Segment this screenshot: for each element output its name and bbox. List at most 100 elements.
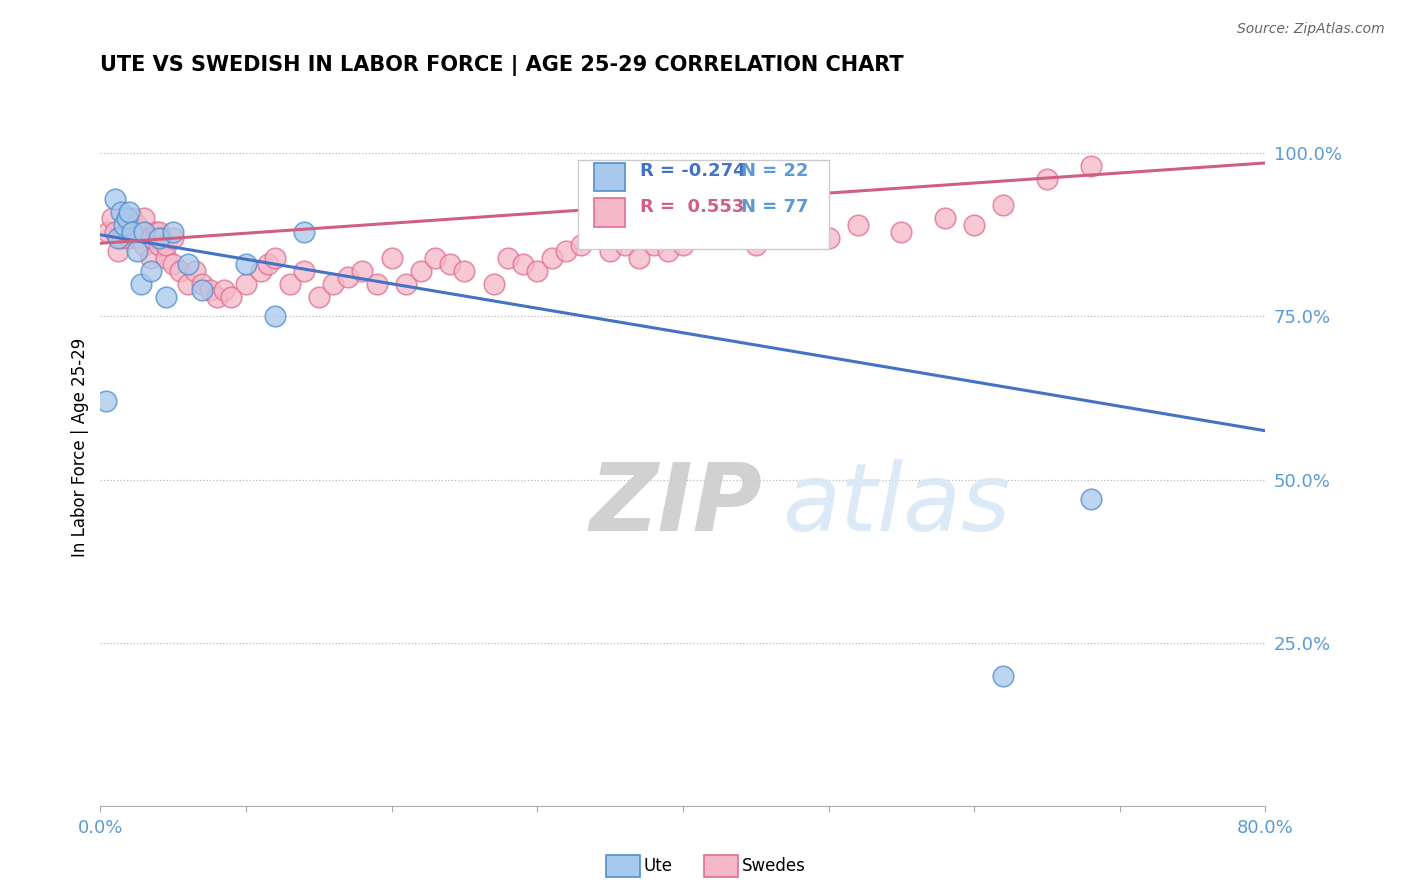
Point xyxy=(101,211,124,226)
Point xyxy=(148,231,170,245)
Point xyxy=(97,225,120,239)
Point xyxy=(1080,159,1102,173)
Point xyxy=(512,257,534,271)
Point xyxy=(759,225,782,239)
Point xyxy=(184,263,207,277)
Point xyxy=(132,237,155,252)
Point xyxy=(730,231,752,245)
Point xyxy=(191,283,214,297)
Point xyxy=(150,231,173,245)
Point xyxy=(155,237,177,252)
Point xyxy=(599,244,621,259)
Point xyxy=(292,263,315,277)
Point xyxy=(118,205,141,219)
Point xyxy=(104,225,127,239)
Point xyxy=(148,225,170,239)
Point xyxy=(555,244,578,259)
Point xyxy=(613,237,636,252)
Y-axis label: In Labor Force | Age 25-29: In Labor Force | Age 25-29 xyxy=(72,337,89,557)
Point xyxy=(540,251,562,265)
Point xyxy=(129,277,152,291)
FancyBboxPatch shape xyxy=(595,198,624,227)
Point xyxy=(773,231,796,245)
Point xyxy=(107,244,129,259)
Point xyxy=(205,290,228,304)
Point xyxy=(132,225,155,239)
Point xyxy=(125,231,148,245)
Text: Ute: Ute xyxy=(644,857,673,875)
Point xyxy=(425,251,447,265)
Point xyxy=(104,192,127,206)
Point xyxy=(322,277,344,291)
Text: R = -0.274: R = -0.274 xyxy=(640,162,745,180)
Point xyxy=(235,277,257,291)
Point xyxy=(96,394,118,409)
Point xyxy=(789,225,811,239)
Point xyxy=(643,237,665,252)
Point xyxy=(118,231,141,245)
Point xyxy=(162,231,184,245)
Point xyxy=(198,283,221,297)
Text: N = 22: N = 22 xyxy=(741,162,808,180)
Point xyxy=(744,237,766,252)
Text: R =  0.553: R = 0.553 xyxy=(640,198,744,216)
Point xyxy=(278,277,301,291)
Point xyxy=(235,257,257,271)
Point xyxy=(141,231,163,245)
Point xyxy=(132,211,155,226)
Point xyxy=(148,237,170,252)
Text: Swedes: Swedes xyxy=(742,857,806,875)
Text: UTE VS SWEDISH IN LABOR FORCE | AGE 25-29 CORRELATION CHART: UTE VS SWEDISH IN LABOR FORCE | AGE 25-2… xyxy=(100,55,904,76)
Point xyxy=(336,270,359,285)
Point xyxy=(121,211,143,226)
Point xyxy=(934,211,956,226)
Point xyxy=(585,231,607,245)
Point xyxy=(352,263,374,277)
Point xyxy=(628,251,651,265)
Text: atlas: atlas xyxy=(782,459,1010,550)
Point xyxy=(395,277,418,291)
Point xyxy=(817,231,839,245)
Point xyxy=(526,263,548,277)
Point xyxy=(700,225,723,239)
Point xyxy=(221,290,243,304)
Point xyxy=(381,251,404,265)
Point xyxy=(264,251,287,265)
Point xyxy=(162,225,184,239)
Point xyxy=(107,231,129,245)
Point xyxy=(453,263,475,277)
Point xyxy=(569,237,592,252)
Point xyxy=(672,237,695,252)
Point xyxy=(409,263,432,277)
Point xyxy=(125,244,148,259)
Point xyxy=(155,290,177,304)
Point xyxy=(155,251,177,265)
Point xyxy=(657,244,679,259)
Point xyxy=(191,277,214,291)
Point xyxy=(264,310,287,324)
Point xyxy=(963,218,986,232)
Point xyxy=(249,263,271,277)
Point xyxy=(482,277,505,291)
Point xyxy=(177,257,200,271)
Point xyxy=(111,231,134,245)
Point xyxy=(308,290,330,304)
Point xyxy=(132,225,155,239)
Point xyxy=(496,251,519,265)
Point xyxy=(141,251,163,265)
Point xyxy=(1036,172,1059,186)
FancyBboxPatch shape xyxy=(595,162,624,191)
Point xyxy=(366,277,388,291)
Text: Source: ZipAtlas.com: Source: ZipAtlas.com xyxy=(1237,22,1385,37)
Point xyxy=(169,263,191,277)
FancyBboxPatch shape xyxy=(578,160,828,250)
Point xyxy=(993,198,1015,212)
Point xyxy=(993,669,1015,683)
Point xyxy=(125,218,148,232)
Point xyxy=(141,263,163,277)
Point xyxy=(145,225,167,239)
Point xyxy=(110,205,132,219)
Point xyxy=(162,257,184,271)
Point xyxy=(890,225,912,239)
Point xyxy=(292,225,315,239)
